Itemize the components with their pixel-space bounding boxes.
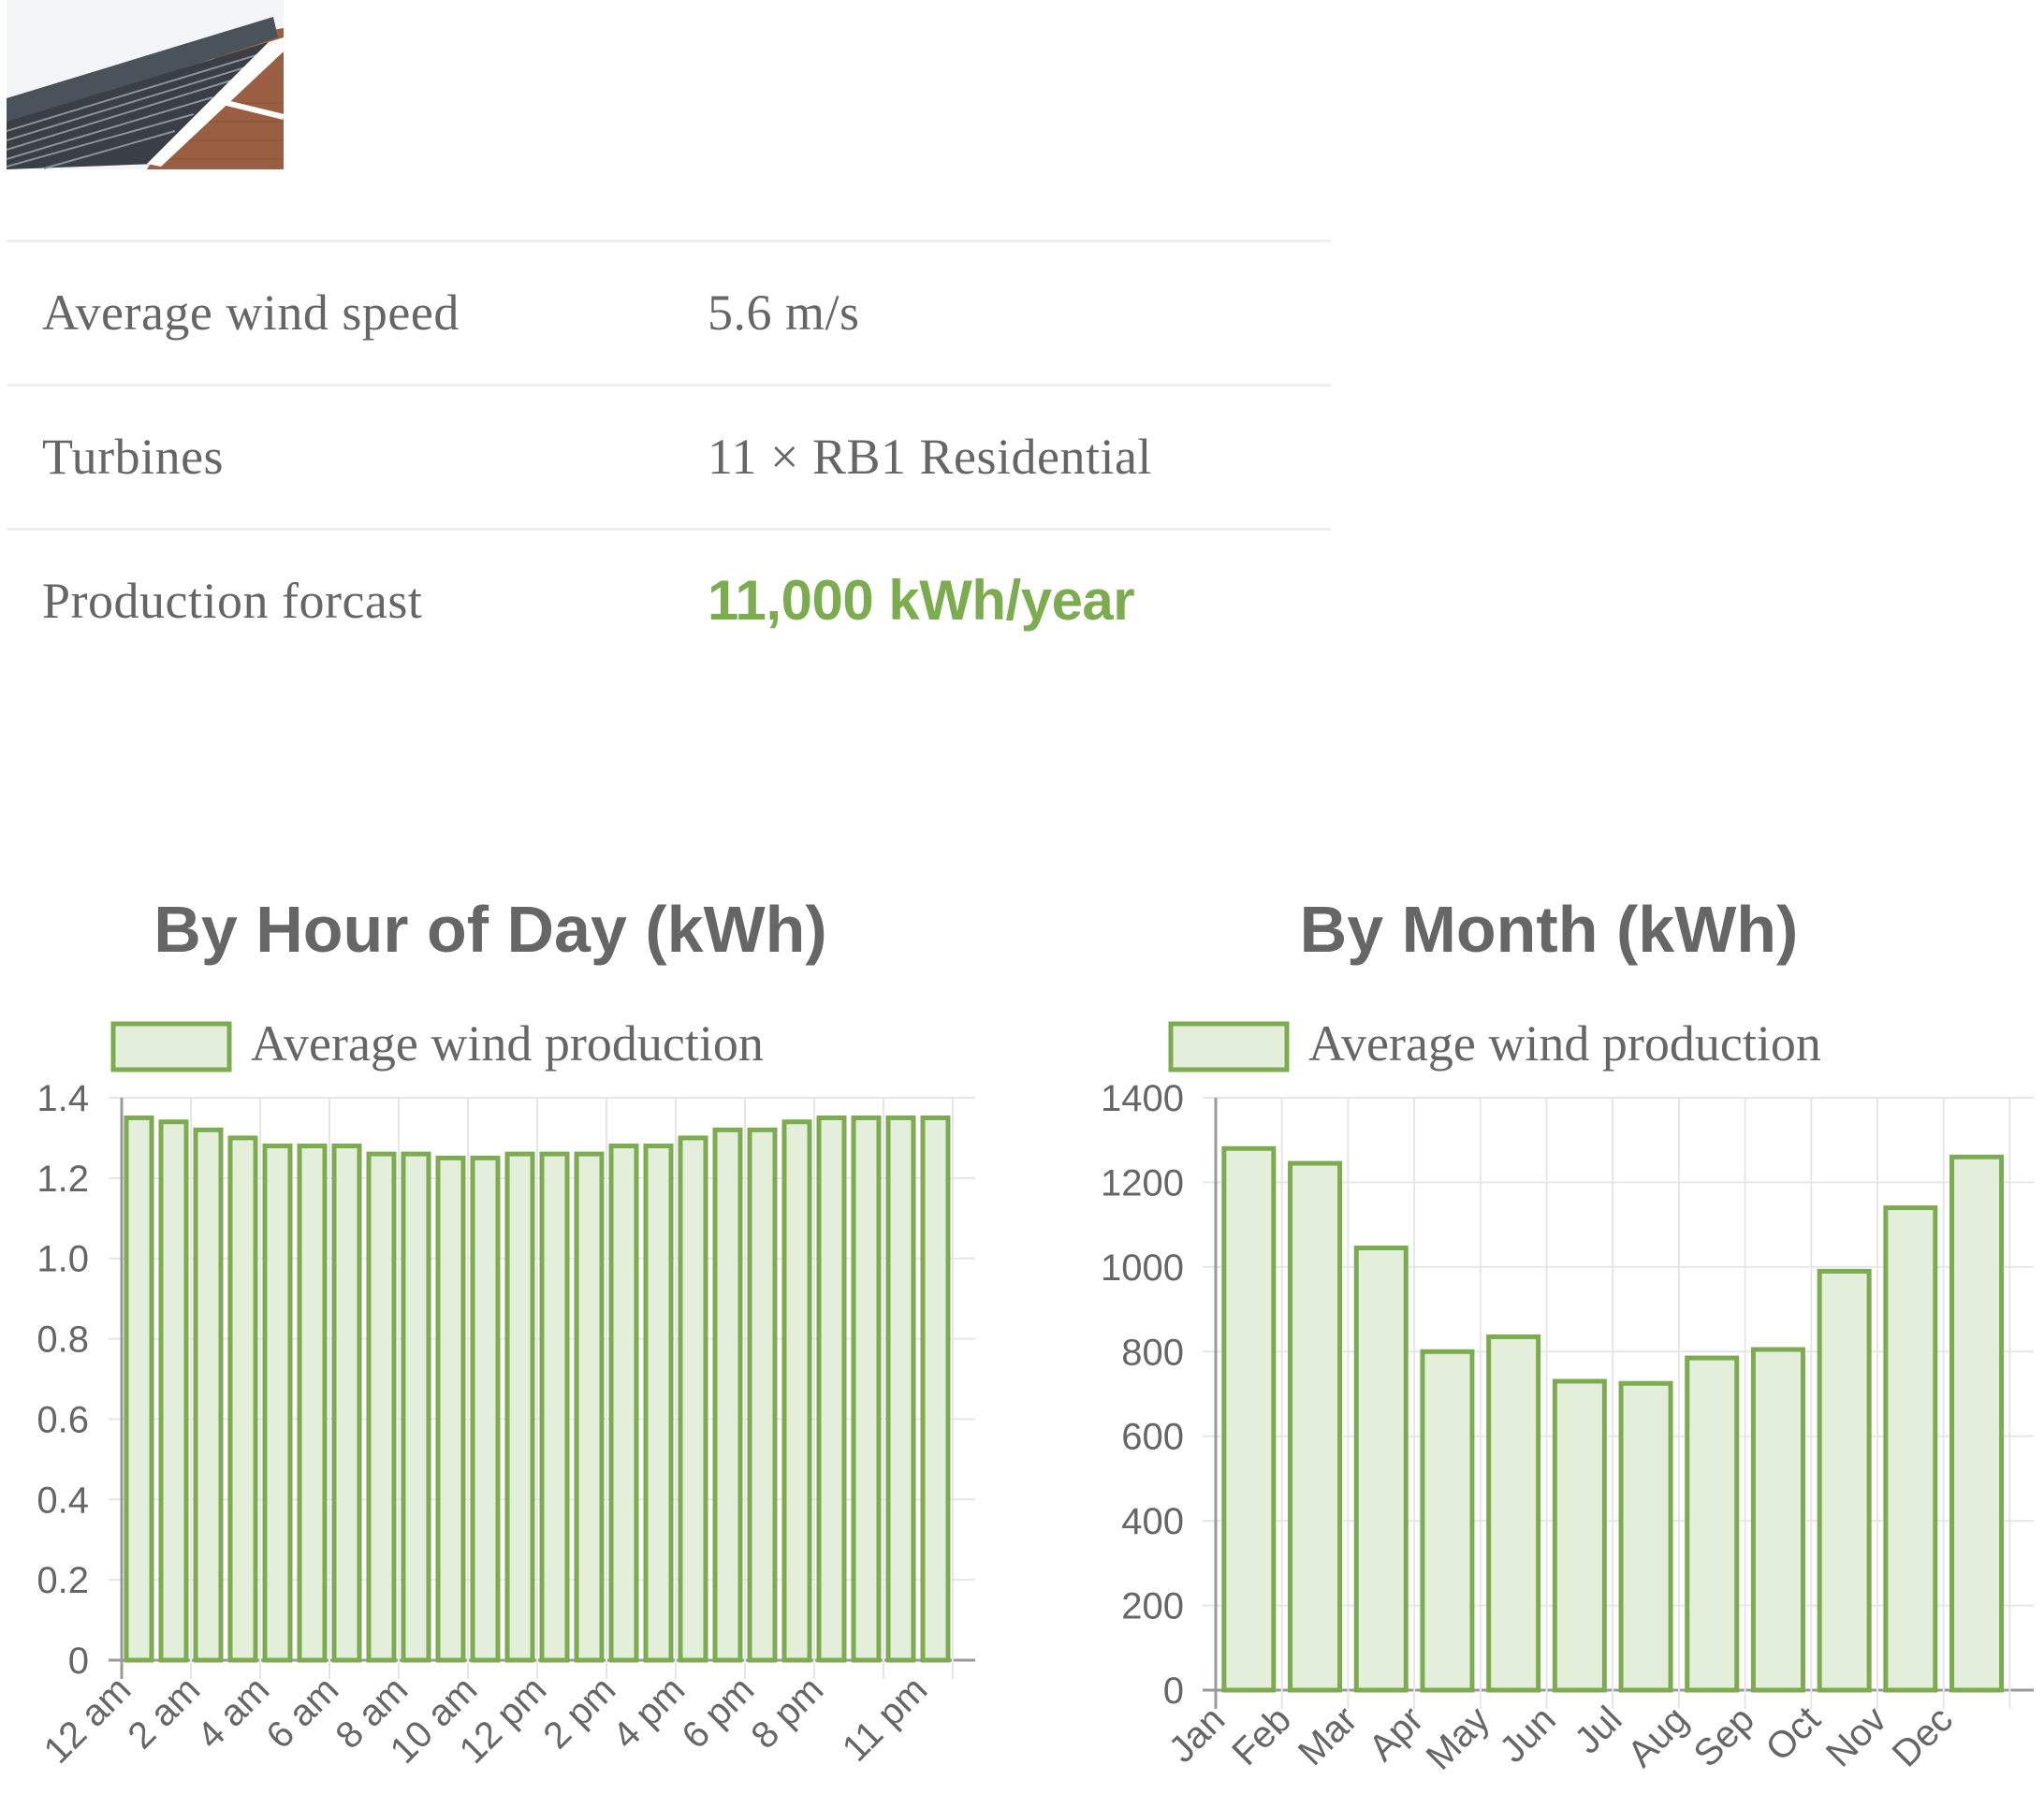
legend-swatch[interactable]	[1168, 1021, 1290, 1072]
x-tick-label: Apr	[1361, 1699, 1431, 1769]
info-value: 5.6 m/s	[708, 284, 860, 341]
bar[interactable]	[1353, 1246, 1409, 1693]
chart-by-month: By Month (kWh) Average wind production 0…	[1101, 893, 2034, 1778]
y-tick-label: 1200	[1101, 1162, 1184, 1203]
x-tick-label: 6 am	[258, 1669, 346, 1757]
info-value: 11 × RB1 Residential	[708, 429, 1152, 485]
bar[interactable]	[816, 1115, 847, 1663]
bar[interactable]	[1618, 1380, 1673, 1693]
info-row-turbines: Turbines 11 × RB1 Residential	[7, 384, 1331, 528]
bar[interactable]	[643, 1144, 674, 1663]
bar[interactable]	[297, 1144, 328, 1663]
y-tick-label: 200	[1121, 1586, 1184, 1627]
bar[interactable]	[1883, 1205, 1938, 1693]
x-tick-label: Jul	[1567, 1699, 1629, 1761]
x-tick-label: 8 pm	[743, 1669, 831, 1757]
x-tick-label: Mar	[1291, 1699, 1365, 1773]
bar[interactable]	[539, 1151, 570, 1663]
bar[interactable]	[1750, 1347, 1805, 1693]
bar[interactable]	[504, 1151, 535, 1663]
info-label: Average wind speed	[42, 284, 460, 341]
chart-title: By Month (kWh)	[1300, 893, 1799, 966]
bar[interactable]	[747, 1127, 778, 1663]
y-tick-label: 0	[68, 1641, 89, 1682]
bar[interactable]	[1221, 1145, 1277, 1693]
bar[interactable]	[1685, 1355, 1740, 1693]
bar[interactable]	[1486, 1334, 1541, 1693]
x-tick-label: 11 pm	[835, 1669, 936, 1770]
site-info-table: Average wind speed 5.6 m/s Turbines 11 ×…	[7, 240, 1331, 672]
y-tick-label: 1000	[1101, 1247, 1184, 1289]
x-tick-label: Nov	[1818, 1699, 1894, 1774]
roof-turbines-photo	[7, 0, 284, 169]
bar[interactable]	[1420, 1349, 1475, 1693]
bar[interactable]	[470, 1155, 501, 1663]
x-tick-label: Oct	[1759, 1699, 1829, 1769]
bar[interactable]	[574, 1151, 605, 1663]
y-tick-label: 0.8	[36, 1320, 89, 1361]
y-tick-label: 0.4	[36, 1480, 89, 1521]
x-tick-label: Aug	[1620, 1699, 1696, 1774]
y-tick-label: 600	[1121, 1417, 1184, 1458]
bar[interactable]	[1949, 1154, 2005, 1693]
x-tick-label: 2 am	[120, 1669, 208, 1757]
x-tick-label: Sep	[1686, 1699, 1762, 1774]
y-tick-label: 800	[1121, 1332, 1184, 1373]
info-label: Turbines	[42, 429, 225, 485]
bar[interactable]	[124, 1115, 154, 1663]
bar[interactable]	[366, 1151, 397, 1663]
info-label: Production forcast	[42, 573, 423, 629]
x-tick-label: 6 pm	[674, 1669, 762, 1757]
bar[interactable]	[331, 1144, 362, 1663]
bar[interactable]	[678, 1135, 708, 1663]
bar[interactable]	[401, 1151, 431, 1663]
y-tick-label: 1.4	[36, 1078, 89, 1119]
x-tick-label: May	[1419, 1699, 1498, 1778]
bar[interactable]	[851, 1115, 882, 1663]
bar[interactable]	[712, 1127, 743, 1663]
info-row-production-forecast: Production forcast 11,000 kWh/year	[7, 528, 1331, 672]
bar[interactable]	[920, 1115, 951, 1663]
x-tick-label: Jun	[1492, 1699, 1564, 1771]
chart-by-hour: By Hour of Day (kWh) Average wind produc…	[36, 893, 975, 1772]
bar[interactable]	[1552, 1378, 1607, 1693]
legend-label[interactable]: Average wind production	[251, 1015, 764, 1072]
y-tick-label: 400	[1121, 1501, 1184, 1542]
bar[interactable]	[1817, 1268, 1872, 1693]
y-tick-label: 0	[1163, 1670, 1184, 1712]
y-tick-label: 0.6	[36, 1399, 89, 1440]
x-tick-label: Feb	[1224, 1699, 1299, 1773]
x-tick-label: 4 pm	[605, 1669, 693, 1757]
y-tick-label: 1.0	[36, 1239, 89, 1280]
bar[interactable]	[885, 1115, 916, 1663]
legend-swatch[interactable]	[110, 1021, 232, 1072]
bar[interactable]	[608, 1144, 639, 1663]
x-tick-label: 2 pm	[535, 1669, 623, 1757]
x-tick-label: Dec	[1885, 1699, 1961, 1774]
x-tick-label: 4 am	[189, 1669, 277, 1757]
bar[interactable]	[262, 1144, 293, 1663]
bar[interactable]	[158, 1119, 189, 1663]
y-tick-label: 0.2	[36, 1560, 89, 1601]
info-row-wind-speed: Average wind speed 5.6 m/s	[7, 240, 1331, 384]
bar[interactable]	[435, 1155, 466, 1663]
legend-label[interactable]: Average wind production	[1308, 1015, 1821, 1072]
bar[interactable]	[1288, 1160, 1343, 1693]
chart-title: By Hour of Day (kWh)	[153, 893, 826, 966]
production-forecast-value: 11,000 kWh/year	[708, 569, 1135, 632]
x-tick-label: 12 am	[36, 1669, 139, 1772]
y-tick-label: 1400	[1101, 1078, 1184, 1119]
y-tick-label: 1.2	[36, 1159, 89, 1200]
bar[interactable]	[227, 1135, 258, 1663]
bar[interactable]	[193, 1127, 224, 1663]
bar[interactable]	[781, 1119, 812, 1663]
